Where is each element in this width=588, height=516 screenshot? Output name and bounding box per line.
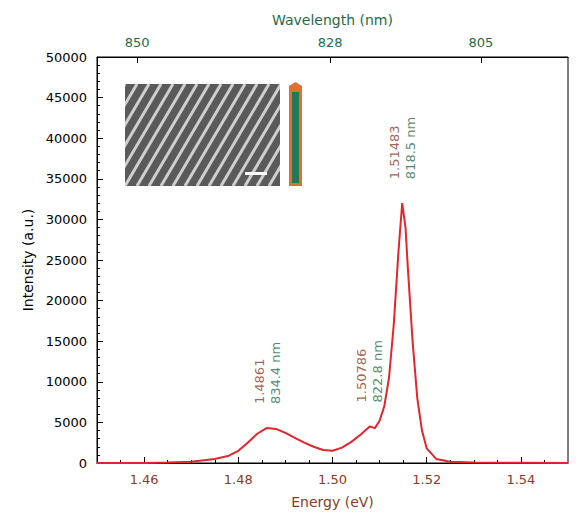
- svg-text:15000: 15000: [46, 334, 87, 349]
- svg-text:1.46: 1.46: [130, 472, 159, 487]
- svg-text:1.52: 1.52: [412, 472, 441, 487]
- svg-text:30000: 30000: [46, 212, 87, 227]
- svg-text:Intensity (a.u.): Intensity (a.u.): [20, 209, 36, 312]
- svg-text:1.50786: 1.50786: [354, 349, 369, 403]
- svg-text:20000: 20000: [46, 293, 87, 308]
- svg-text:1.4861: 1.4861: [252, 359, 267, 405]
- svg-text:40000: 40000: [46, 131, 87, 146]
- svg-text:805: 805: [468, 35, 493, 50]
- svg-text:0: 0: [79, 456, 87, 471]
- svg-text:1.50: 1.50: [318, 472, 347, 487]
- svg-text:818.5 nm: 818.5 nm: [403, 117, 418, 179]
- svg-text:50000: 50000: [46, 50, 87, 65]
- svg-text:25000: 25000: [46, 253, 87, 268]
- svg-text:45000: 45000: [46, 90, 87, 105]
- svg-text:Energy (eV): Energy (eV): [291, 494, 374, 510]
- svg-text:5000: 5000: [54, 415, 87, 430]
- svg-text:10000: 10000: [46, 374, 87, 389]
- svg-text:850: 850: [125, 35, 150, 50]
- svg-text:1.51483: 1.51483: [387, 125, 402, 179]
- svg-text:35000: 35000: [46, 171, 87, 186]
- svg-text:Wavelength (nm): Wavelength (nm): [272, 12, 393, 28]
- svg-text:834.4 nm: 834.4 nm: [268, 342, 283, 404]
- svg-text:1.48: 1.48: [224, 472, 253, 487]
- svg-text:822.8 nm: 822.8 nm: [370, 340, 385, 402]
- svg-text:1.54: 1.54: [506, 472, 535, 487]
- svg-text:828: 828: [318, 35, 343, 50]
